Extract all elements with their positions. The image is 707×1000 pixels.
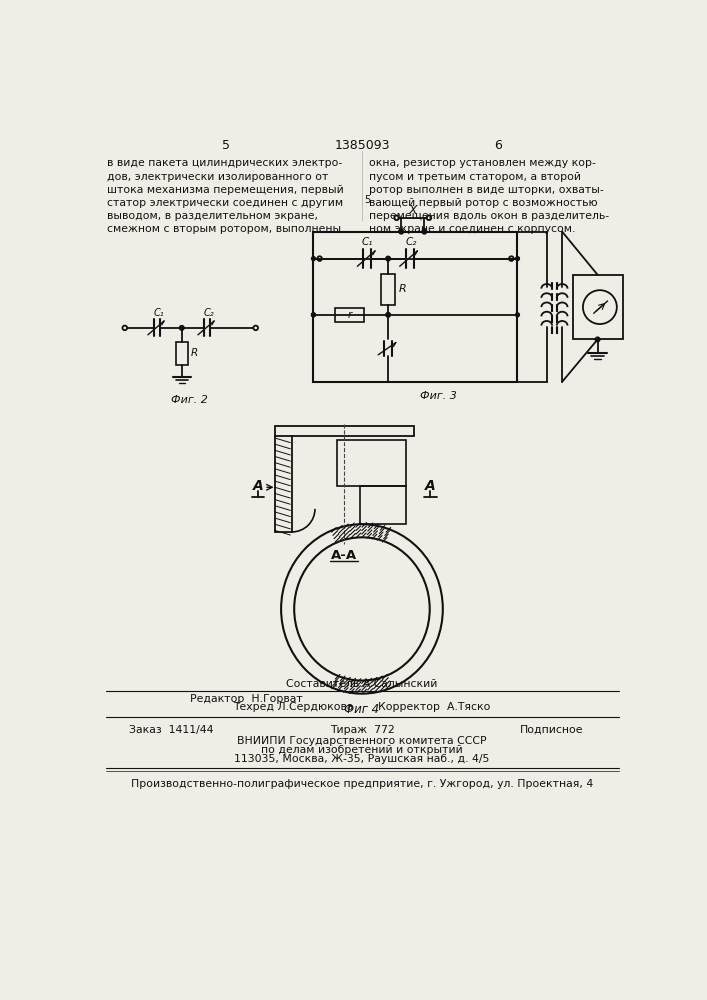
Circle shape (515, 257, 520, 261)
Circle shape (422, 229, 426, 234)
Text: 113035, Москва, Ж-35, Раушская наб., д. 4/5: 113035, Москва, Ж-35, Раушская наб., д. … (234, 754, 490, 764)
Circle shape (180, 326, 184, 330)
Text: Подписное: Подписное (520, 725, 583, 735)
Text: ном экране и соединен с корпусом.: ном экране и соединен с корпусом. (369, 224, 575, 234)
Bar (381, 274, 395, 305)
Text: r: r (348, 310, 352, 320)
Text: 5: 5 (364, 195, 370, 205)
Text: ВНИИПИ Государственного комитета СССР: ВНИИПИ Государственного комитета СССР (237, 736, 486, 746)
Circle shape (595, 337, 600, 342)
Text: окна, резистор установлен между кор-: окна, резистор установлен между кор- (369, 158, 596, 168)
Text: выводом, в разделительном экране,: выводом, в разделительном экране, (107, 211, 318, 221)
Text: смежном с вторым ротором, выполнены: смежном с вторым ротором, выполнены (107, 224, 341, 234)
Text: 1385093: 1385093 (334, 139, 390, 152)
Text: R: R (399, 284, 407, 294)
Text: статор электрически соединен с другим: статор электрически соединен с другим (107, 198, 343, 208)
Text: Фиг 4: Фиг 4 (344, 703, 380, 716)
Bar (335, 308, 364, 322)
Bar (175, 342, 188, 365)
Text: пусом и третьим статором, а второй: пусом и третьим статором, а второй (369, 172, 581, 182)
Bar (275, 426, 414, 436)
Text: Тираж  772: Тираж 772 (329, 725, 395, 735)
Text: 5: 5 (223, 139, 230, 152)
Text: Производственно-полиграфическое предприятие, г. Ужгород, ул. Проектная, 4: Производственно-полиграфическое предприя… (131, 779, 593, 789)
Bar (360, 486, 406, 524)
Text: C₁: C₁ (362, 237, 373, 247)
Bar (313, 232, 518, 382)
Circle shape (312, 257, 315, 261)
Text: Фиг. 3: Фиг. 3 (420, 391, 457, 401)
Circle shape (399, 229, 404, 234)
Text: A: A (252, 479, 264, 493)
Text: X: X (409, 204, 417, 217)
Text: ротор выполнен в виде шторки, охваты-: ротор выполнен в виде шторки, охваты- (369, 185, 604, 195)
Text: Редактор  Н.Горват: Редактор Н.Горват (190, 694, 303, 704)
Text: 6: 6 (494, 139, 502, 152)
Text: Составитель А.Салынский: Составитель А.Салынский (286, 679, 438, 689)
Text: по делам изобретений и открытий: по делам изобретений и открытий (261, 745, 463, 755)
Text: вающей первый ротор с возможностью: вающей первый ротор с возможностью (369, 198, 597, 208)
Text: R: R (191, 348, 198, 358)
Text: Техред Л.Сердюкова       Корректор  А.Тяско: Техред Л.Сердюкова Корректор А.Тяско (233, 702, 491, 712)
Text: перемещения вдоль окон в разделитель-: перемещения вдоль окон в разделитель- (369, 211, 609, 221)
Text: C₂: C₂ (406, 237, 417, 247)
Text: А-А: А-А (331, 549, 357, 562)
Circle shape (386, 312, 390, 317)
Bar (337, 440, 406, 486)
Circle shape (515, 313, 520, 317)
Text: C₁: C₁ (153, 308, 164, 318)
Text: штока механизма перемещения, первый: штока механизма перемещения, первый (107, 185, 344, 195)
Text: в виде пакета цилиндрических электро-: в виде пакета цилиндрических электро- (107, 158, 342, 168)
Circle shape (312, 313, 315, 317)
Text: Заказ  1411/44: Заказ 1411/44 (129, 725, 213, 735)
Text: Фиг. 2: Фиг. 2 (171, 395, 208, 405)
Circle shape (312, 313, 315, 317)
Text: C₂: C₂ (204, 308, 214, 318)
Text: дов, электрически изолированного от: дов, электрически изолированного от (107, 172, 329, 182)
Circle shape (386, 256, 390, 261)
Bar (573, 275, 623, 339)
Text: A: A (425, 479, 436, 493)
